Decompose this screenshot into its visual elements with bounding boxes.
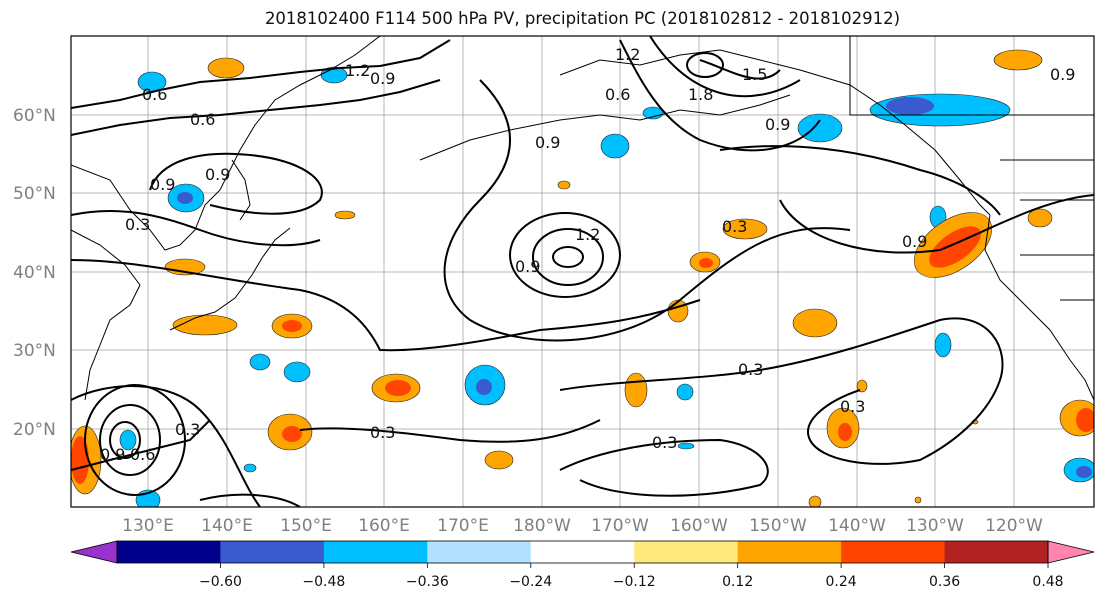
contour-label: 1.5: [742, 65, 767, 84]
contour-label: 0.9: [150, 175, 175, 194]
colorbar-tick-label: −0.24: [509, 574, 552, 590]
contour-label: 0.3: [175, 420, 200, 439]
colorbar-tick-label: 0.12: [722, 574, 753, 590]
colorbar-tick-label: −0.48: [302, 574, 345, 590]
colorbar-segment: [944, 541, 1049, 563]
contour-label: 0.9: [765, 115, 790, 134]
lon-label-170e: 170°E: [437, 516, 489, 536]
contour-label: 0.6: [142, 85, 167, 104]
colorbar-tick-label: 0.36: [929, 574, 960, 590]
lon-label-140e: 140°E: [201, 516, 253, 536]
contour-label: 0.3: [370, 423, 395, 442]
lat-label-30n: 30°N: [13, 341, 56, 361]
contour-label: 1.2: [615, 45, 640, 64]
colorbar-extend-min: [70, 540, 118, 564]
colorbar-segment: [634, 541, 739, 563]
colorbar-segment: [220, 541, 325, 563]
lon-label-150e: 150°E: [280, 516, 332, 536]
contour-label: 0.9: [205, 165, 230, 184]
colorbar-segments: [117, 541, 1049, 563]
colorbar-segment: [737, 541, 842, 563]
colorbar-segment: [427, 541, 532, 563]
colorbar-segment: [841, 541, 946, 563]
lon-label-160w: 160°W: [670, 516, 728, 536]
contour-label: 0.6: [190, 110, 215, 129]
contour-label: 0.9: [902, 232, 927, 251]
lon-label-160e: 160°E: [358, 516, 410, 536]
contour-label: 0.3: [722, 217, 747, 236]
contour-label: 1.8: [688, 85, 713, 104]
lon-label-180w: 180°W: [513, 516, 571, 536]
lon-label-130w: 130°W: [906, 516, 964, 536]
colorbar-segment: [530, 541, 635, 563]
colorbar-extend-max: [1047, 540, 1095, 564]
contour-label: 1.2: [575, 225, 600, 244]
contour-label: 0.9: [535, 133, 560, 152]
colorbar-ticks: −0.60 −0.48 −0.36 −0.24 −0.12 0.12 0.24 0.36 0.4…: [199, 563, 1064, 590]
contour-label: 0.6: [130, 445, 155, 464]
contour-label: 0.9: [515, 257, 540, 276]
lon-label-140w: 140°W: [828, 516, 886, 536]
lon-label-120w: 120°W: [985, 516, 1043, 536]
colorbar-segment: [323, 541, 428, 563]
contour-label: 0.3: [125, 215, 150, 234]
contour-label: 0.3: [652, 433, 677, 452]
lon-label-150w: 150°W: [749, 516, 807, 536]
colorbar-tick-label: −0.36: [406, 574, 449, 590]
contour-label: 0.3: [840, 397, 865, 416]
lat-label-50n: 50°N: [13, 184, 56, 204]
lat-label-60n: 60°N: [13, 106, 56, 126]
map-frame: [70, 35, 1095, 508]
contour-label: 0.3: [738, 360, 763, 379]
latitude-labels: 60°N 50°N 40°N 30°N 20°N: [13, 106, 56, 440]
contour-labels: 0.6 0.6 0.9 1.2 0.9 0.9 0.9 1.2 0.9 0.6 …: [100, 45, 1075, 464]
pv-contours: [71, 36, 1094, 507]
colorbar-tick-label: 0.24: [826, 574, 857, 590]
colorbar-frame: [116, 540, 1049, 564]
lon-label-130e: 130°E: [122, 516, 174, 536]
colorbar: −0.60 −0.48 −0.36 −0.24 −0.12 0.12 0.24 0.36 0.4…: [70, 540, 1095, 590]
contour-label: 0.9: [1050, 65, 1075, 84]
colorbar-tick-label: −0.12: [613, 574, 656, 590]
longitude-labels: 130°E 140°E 150°E 160°E 170°E 180°W 170°…: [122, 516, 1043, 536]
contour-label: 1.2: [345, 61, 370, 80]
map-title: 2018102400 F114 500 hPa PV, precipitatio…: [264, 9, 901, 28]
colorbar-tick-label: −0.60: [199, 574, 242, 590]
lat-label-20n: 20°N: [13, 420, 56, 440]
colorbar-tick-label: 0.48: [1032, 574, 1063, 590]
contour-label: 0.9: [100, 445, 125, 464]
contour-label: 0.9: [370, 69, 395, 88]
lon-label-170w: 170°W: [591, 516, 649, 536]
colorbar-segment: [117, 541, 221, 563]
lat-label-40n: 40°N: [13, 263, 56, 283]
contour-label: 0.6: [605, 85, 630, 104]
